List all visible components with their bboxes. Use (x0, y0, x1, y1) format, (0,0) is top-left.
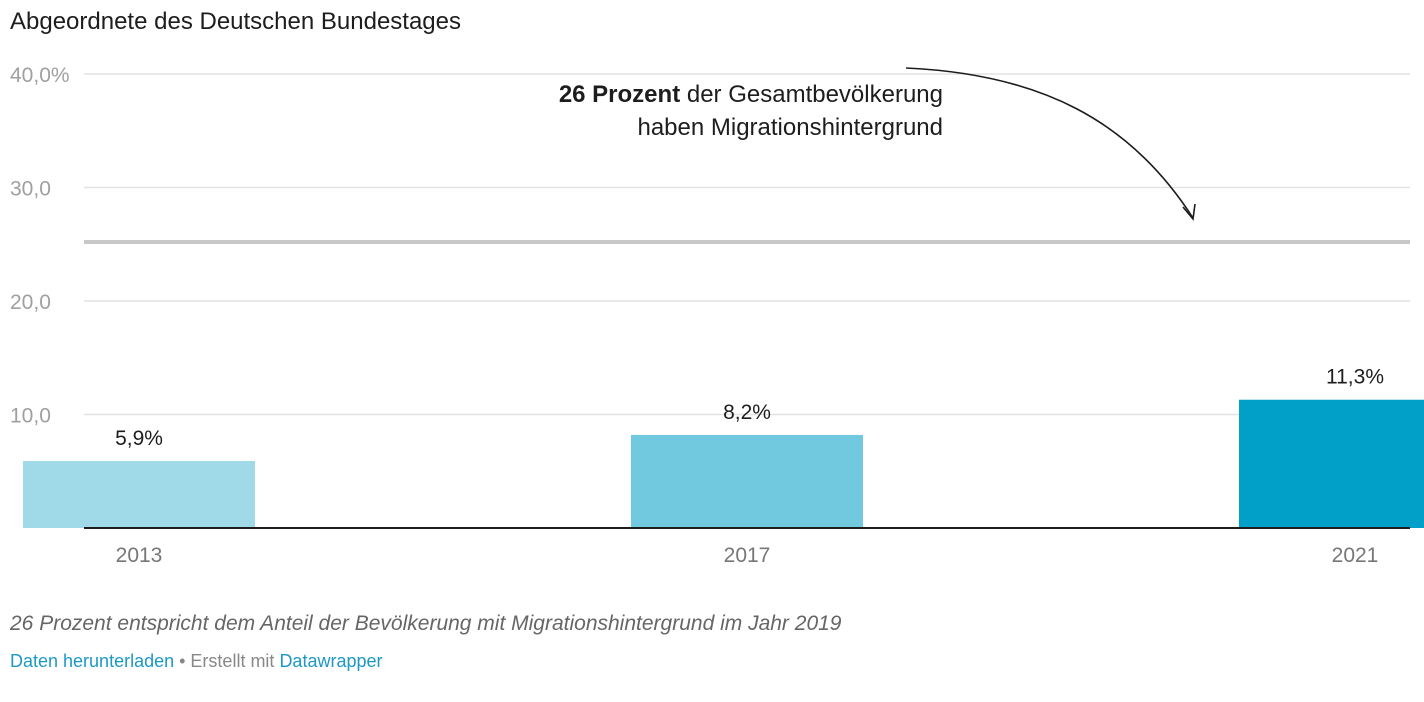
byline: Daten herunterladen • Erstellt mit Dataw… (10, 651, 383, 672)
bar-2021 (1239, 399, 1424, 528)
byline-separator: • Erstellt mit (174, 651, 280, 671)
annotation-arrow (905, 67, 1194, 219)
x-tick-label: 2017 (724, 544, 771, 567)
annotation-bold: 26 Prozent (559, 81, 680, 108)
bar-value-label: 5,9% (115, 427, 163, 450)
annotation-line-1: 26 Prozent der Gesamtbevölkerung (559, 81, 943, 108)
y-tick-label: 10,0 (10, 405, 51, 428)
bar-2017 (631, 434, 863, 528)
arrow-head-icon (1182, 203, 1196, 221)
annotation-line-2: haben Migrationshintergrund (637, 114, 943, 141)
y-tick-label: 30,0 (10, 178, 51, 201)
annotation-rest: der Gesamtbevölkerung (680, 81, 943, 108)
x-tick-label: 2021 (1332, 544, 1379, 567)
bar-2013 (23, 461, 255, 528)
bar-value-label: 11,3% (1326, 366, 1384, 389)
download-data-link[interactable]: Daten herunterladen (10, 651, 175, 671)
y-tick-label: 40,0% (10, 64, 70, 87)
x-tick-label: 2013 (116, 544, 163, 567)
chart-title: Abgeordnete des Deutschen Bundestages (10, 8, 461, 35)
y-tick-label: 20,0 (10, 291, 51, 314)
bar-value-label: 8,2% (723, 401, 771, 424)
bar-chart: 10,0 20,0 30,0 40,0% 5,9% 8,2% 11,3% 2013 2017… (10, 64, 1424, 567)
annotation: 26 Prozent der Gesamtbevölkerung haben M… (559, 67, 1196, 221)
datawrapper-link[interactable]: Datawrapper (279, 651, 383, 671)
chart-notes: 26 Prozent entspricht dem Anteil der Bev… (10, 612, 842, 635)
